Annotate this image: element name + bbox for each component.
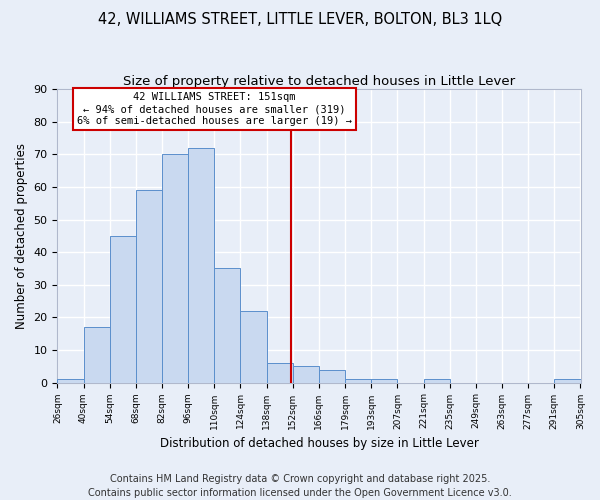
Bar	[319, 370, 345, 382]
Title: Size of property relative to detached houses in Little Lever: Size of property relative to detached ho…	[123, 75, 515, 88]
Bar	[371, 380, 397, 382]
Bar	[162, 154, 188, 382]
Text: Contains HM Land Registry data © Crown copyright and database right 2025.
Contai: Contains HM Land Registry data © Crown c…	[88, 474, 512, 498]
Y-axis label: Number of detached properties: Number of detached properties	[15, 143, 28, 329]
Bar	[345, 380, 371, 382]
Bar	[188, 148, 214, 382]
Bar	[241, 311, 266, 382]
Bar	[424, 380, 450, 382]
Bar	[214, 268, 241, 382]
Text: 42, WILLIAMS STREET, LITTLE LEVER, BOLTON, BL3 1LQ: 42, WILLIAMS STREET, LITTLE LEVER, BOLTO…	[98, 12, 502, 28]
Bar	[293, 366, 319, 382]
Bar	[136, 190, 162, 382]
Bar	[266, 363, 293, 382]
Bar	[110, 236, 136, 382]
Bar	[83, 327, 110, 382]
Bar	[58, 380, 83, 382]
Bar	[554, 380, 581, 382]
Text: 42 WILLIAMS STREET: 151sqm
← 94% of detached houses are smaller (319)
6% of semi: 42 WILLIAMS STREET: 151sqm ← 94% of deta…	[77, 92, 352, 126]
X-axis label: Distribution of detached houses by size in Little Lever: Distribution of detached houses by size …	[160, 437, 478, 450]
